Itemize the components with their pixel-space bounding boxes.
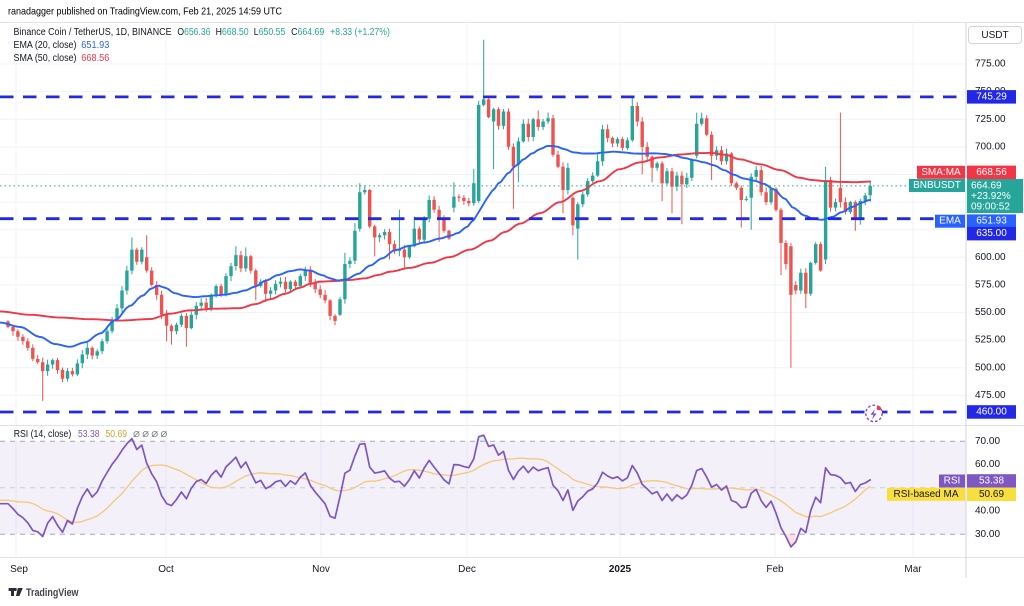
- svg-text:550.00: 550.00: [975, 307, 1006, 318]
- svg-text:EMA: EMA: [939, 216, 961, 227]
- svg-text:745.29: 745.29: [976, 91, 1007, 102]
- svg-text:⌀⌀⌀⌀: ⌀⌀⌀⌀: [133, 428, 170, 440]
- svg-text:EMA (20, close): EMA (20, close): [14, 40, 77, 51]
- svg-text:BNBUSDT: BNBUSDT: [913, 180, 961, 191]
- svg-text:30.00: 30.00: [975, 529, 1000, 540]
- svg-text:600.00: 600.00: [975, 252, 1006, 263]
- svg-text:SMA (50, close): SMA (50, close): [14, 53, 77, 64]
- svg-text:09:00:52: 09:00:52: [971, 202, 1010, 213]
- svg-text:TradingView: TradingView: [26, 587, 79, 599]
- svg-text:651.93: 651.93: [976, 216, 1007, 227]
- svg-text:RSI: RSI: [944, 476, 961, 487]
- svg-text:O656.36: O656.36: [177, 27, 210, 38]
- svg-text:Oct: Oct: [158, 564, 174, 575]
- svg-text:575.00: 575.00: [975, 280, 1006, 291]
- svg-text:ranadagger published on Tradin: ranadagger published on TradingView.com,…: [8, 6, 282, 18]
- svg-text:70.00: 70.00: [975, 436, 1000, 447]
- svg-text:H668.50: H668.50: [216, 27, 249, 38]
- svg-text:651.93: 651.93: [81, 40, 109, 51]
- svg-text:460.00: 460.00: [976, 407, 1007, 418]
- svg-text:668.56: 668.56: [81, 53, 109, 64]
- svg-text:635.00: 635.00: [976, 228, 1007, 239]
- svg-text:+23.92%: +23.92%: [971, 191, 1011, 202]
- svg-text:668.56: 668.56: [976, 167, 1007, 178]
- svg-text:53.38: 53.38: [78, 429, 100, 440]
- svg-text:700.00: 700.00: [975, 141, 1006, 152]
- svg-text:L650.55: L650.55: [254, 27, 286, 38]
- svg-text:525.00: 525.00: [975, 335, 1006, 346]
- svg-text:53.38: 53.38: [979, 476, 1004, 487]
- svg-text:RSI (14, close): RSI (14, close): [14, 429, 72, 440]
- svg-text:Binance Coin / TetherUS, 1D, B: Binance Coin / TetherUS, 1D, BINANCE: [14, 27, 172, 38]
- svg-text:C664.69: C664.69: [291, 27, 325, 38]
- svg-text:RSI-based MA: RSI-based MA: [893, 489, 958, 500]
- svg-text:40.00: 40.00: [975, 506, 1000, 517]
- svg-text:725.00: 725.00: [975, 114, 1006, 125]
- svg-text:50.69: 50.69: [106, 429, 128, 440]
- svg-text:USDT: USDT: [981, 30, 1008, 41]
- svg-text:Mar: Mar: [904, 564, 922, 575]
- svg-text:SMA:MA: SMA:MA: [921, 167, 961, 178]
- svg-text:60.00: 60.00: [975, 459, 1000, 470]
- svg-text:2025: 2025: [609, 564, 632, 575]
- svg-text:775.00: 775.00: [975, 59, 1006, 70]
- svg-text:Feb: Feb: [766, 564, 784, 575]
- svg-text:500.00: 500.00: [975, 362, 1006, 373]
- svg-text:Dec: Dec: [458, 564, 476, 575]
- svg-text:Nov: Nov: [312, 564, 330, 575]
- svg-text:Sep: Sep: [10, 564, 28, 575]
- svg-text:475.00: 475.00: [975, 390, 1006, 401]
- svg-text:50.69: 50.69: [979, 489, 1004, 500]
- svg-text:+8.33 (+1.27%): +8.33 (+1.27%): [330, 27, 390, 38]
- svg-text:664.69: 664.69: [971, 181, 1002, 192]
